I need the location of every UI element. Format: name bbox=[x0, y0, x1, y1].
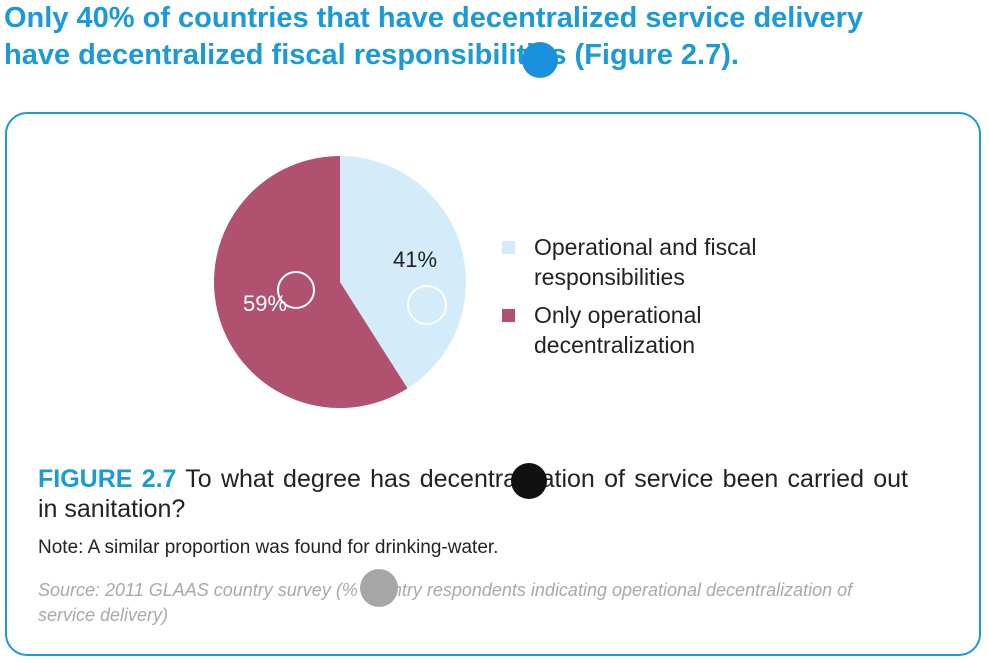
annotation-marker-black bbox=[511, 463, 547, 499]
figure-frame bbox=[5, 112, 981, 656]
legend-label-only-operational-line-2: decentralization bbox=[534, 332, 696, 358]
headline-line-2: have decentralized fiscal responsibiliti… bbox=[4, 39, 739, 71]
chart-legend: Operational and fiscal responsibilities … bbox=[500, 232, 834, 368]
figure-source: Source: 2011 GLAAS country survey (% cou… bbox=[38, 580, 853, 625]
legend-item-only-operational: Only operational decentralization bbox=[500, 300, 834, 360]
legend-swatch-only-operational bbox=[502, 309, 515, 322]
pie-data-label-operational-and-fiscal: 41% bbox=[393, 247, 437, 272]
pie-chart: 41%59% bbox=[214, 156, 467, 408]
annotation-marker-ring-right bbox=[407, 285, 447, 325]
headline-line-1: Only 40% of countries that have decentra… bbox=[4, 2, 864, 34]
figure-label: FIGURE 2.7 bbox=[38, 465, 177, 493]
annotation-marker-blue bbox=[522, 42, 558, 78]
headline: Only 40% of countries that have decentra… bbox=[4, 0, 979, 74]
legend-label-operational-and-fiscal-line-2: responsibilities bbox=[534, 264, 685, 290]
figure-note: Note: A similar proportion was found for… bbox=[38, 537, 499, 558]
figure-caption-text: To what degree has decentralization of s… bbox=[38, 465, 908, 523]
annotation-marker-ring-left bbox=[277, 271, 315, 309]
pie-slice-operational-and-fiscal bbox=[340, 156, 467, 389]
legend-item-operational-and-fiscal: Operational and fiscal responsibilities bbox=[500, 232, 834, 292]
legend-swatch-operational-and-fiscal bbox=[502, 241, 515, 254]
legend-label-operational-and-fiscal-line-1: Operational and fiscal bbox=[534, 234, 757, 260]
legend-label-only-operational-line-1: Only operational bbox=[534, 302, 702, 328]
annotation-marker-gray bbox=[360, 569, 398, 607]
figure-caption: FIGURE 2.7 To what degree has decentrali… bbox=[38, 464, 908, 524]
